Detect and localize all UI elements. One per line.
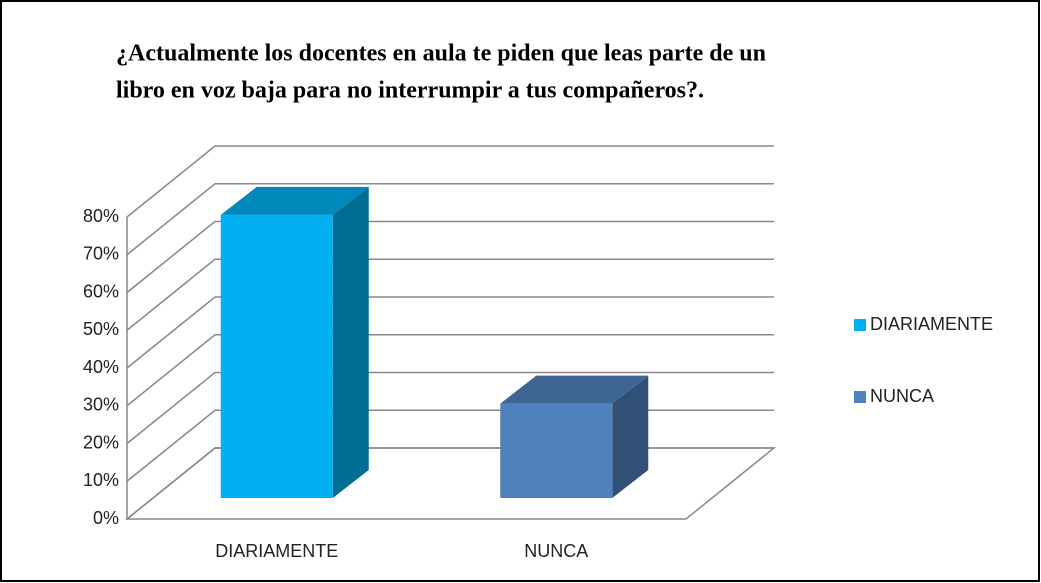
y-tick-label: 10% xyxy=(83,470,119,490)
y-tick-label: 30% xyxy=(83,395,119,415)
grid-line xyxy=(126,334,774,407)
legend-swatch xyxy=(854,391,866,403)
y-tick-label: 40% xyxy=(83,357,119,377)
y-tick-label: 70% xyxy=(83,244,119,264)
bar-top xyxy=(220,186,369,215)
x-tick-label: DIARIAMENTE xyxy=(215,541,338,561)
y-tick-label: 50% xyxy=(83,319,119,339)
chart-title: libro en voz baja para no interrumpir a … xyxy=(116,78,704,104)
grid-line xyxy=(126,371,774,445)
y-tick-label: 20% xyxy=(83,432,119,452)
grid-line xyxy=(126,183,774,256)
bar xyxy=(500,403,613,498)
legend-label: NUNCA xyxy=(870,386,934,406)
grid-line xyxy=(126,220,774,294)
bar xyxy=(220,214,333,498)
grid-line xyxy=(126,258,774,331)
grid-line xyxy=(126,145,774,218)
chart-title: ¿Actualmente los docentes en aula te pid… xyxy=(116,41,766,67)
x-tick-label: NUNCA xyxy=(524,541,588,561)
grid-line xyxy=(126,296,774,369)
bar-side xyxy=(332,186,369,498)
y-tick-label: 0% xyxy=(93,508,119,528)
y-tick-label: 60% xyxy=(83,281,119,301)
bar-top xyxy=(500,375,649,404)
y-tick-label: 80% xyxy=(83,206,119,226)
legend-label: DIARIAMENTE xyxy=(870,314,993,334)
legend-swatch xyxy=(854,319,866,331)
bar-side xyxy=(612,375,649,498)
